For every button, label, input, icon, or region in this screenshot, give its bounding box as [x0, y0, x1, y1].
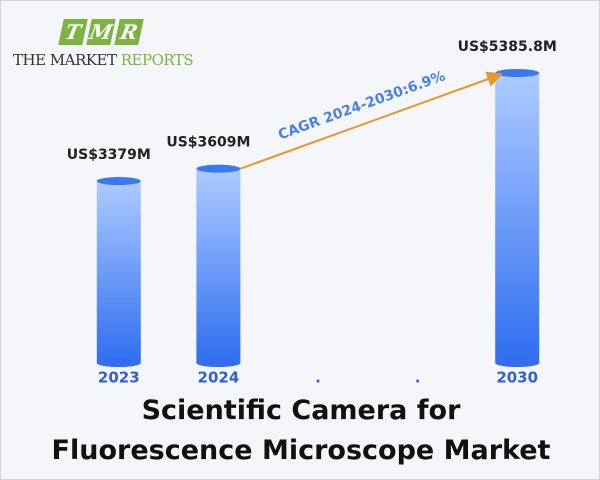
- bar: [495, 73, 540, 363]
- bar-bottom: [96, 359, 141, 367]
- chart: 2023 US$3379M 2024 US$3609M.. 2030 US$5385.8M…: [67, 39, 557, 387]
- logo-name: THE MARKET REPORTS: [13, 51, 194, 69]
- x-tick-label: 2024: [198, 369, 240, 387]
- bar-bottom: [196, 359, 241, 367]
- x-tick-label: 2030: [496, 369, 538, 387]
- chart-title: Scientific Camera for Fluorescence Micro…: [51, 395, 551, 466]
- x-tick-label: .: [415, 369, 421, 387]
- bar: [96, 181, 141, 363]
- value-label: US$5385.8M: [458, 39, 557, 55]
- value-label: US$3379M: [67, 147, 151, 163]
- bar-bottom: [495, 359, 540, 367]
- bar-cap: [495, 69, 540, 77]
- x-tick-label: .: [315, 369, 321, 387]
- bar-cap: [96, 177, 141, 186]
- logo-name-main: THE MARKET: [13, 51, 117, 69]
- logo-name-accent: REPORTS: [120, 51, 194, 69]
- bar-cap: [196, 164, 241, 173]
- cagr-annotation: CAGR 2024-2030:6.9%: [276, 68, 447, 143]
- x-tick-label: 2023: [98, 369, 140, 387]
- value-label: US$3609M: [166, 135, 250, 151]
- bar: [196, 168, 241, 363]
- cagr-arrow: [240, 71, 503, 170]
